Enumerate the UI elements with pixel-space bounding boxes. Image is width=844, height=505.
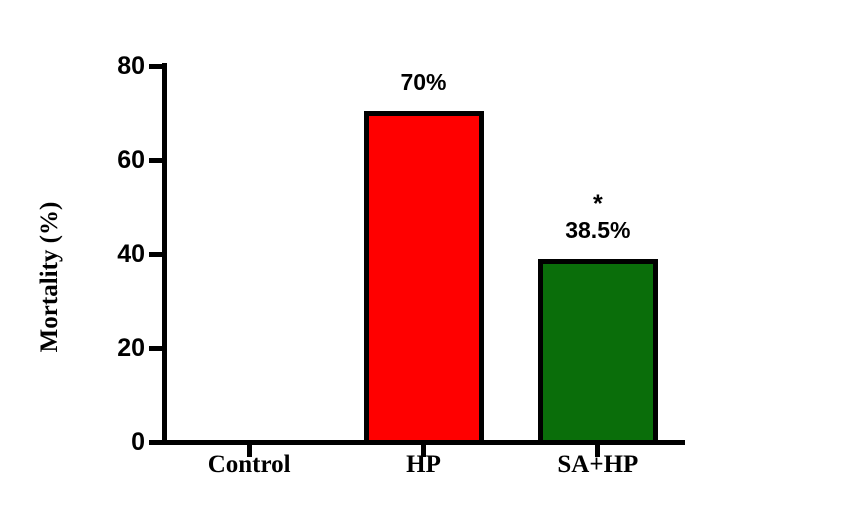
y-axis-title: Mortality (%): [36, 201, 63, 353]
y-axis-tick-label: 0: [131, 428, 145, 456]
y-axis-tick-label: 60: [117, 146, 145, 174]
bar-value-label: 70%: [400, 69, 447, 95]
bar-sa-hp: [537, 259, 658, 445]
bar-value-label: 38.5%: [565, 217, 631, 244]
y-axis-line: [162, 63, 167, 445]
y-axis-tick: [149, 252, 162, 257]
y-axis-tick: [149, 440, 162, 445]
x-axis-tick: [421, 445, 426, 457]
bar-hp: [363, 111, 484, 445]
y-axis-tick: [149, 158, 162, 163]
y-axis-tick-label: 40: [117, 240, 145, 268]
y-axis-tick: [149, 346, 162, 351]
y-axis-tick-label: 20: [117, 334, 145, 362]
x-axis-tick: [246, 445, 252, 457]
x-axis-category-label: HP: [406, 451, 441, 478]
y-axis-tick: [149, 64, 162, 69]
x-axis-category-label: SA+HP: [557, 451, 639, 478]
x-axis-category-label: Control: [207, 451, 291, 478]
y-axis-tick-label: 80: [117, 52, 145, 80]
significance-asterisk: *: [592, 190, 603, 219]
x-axis-tick: [595, 445, 601, 457]
